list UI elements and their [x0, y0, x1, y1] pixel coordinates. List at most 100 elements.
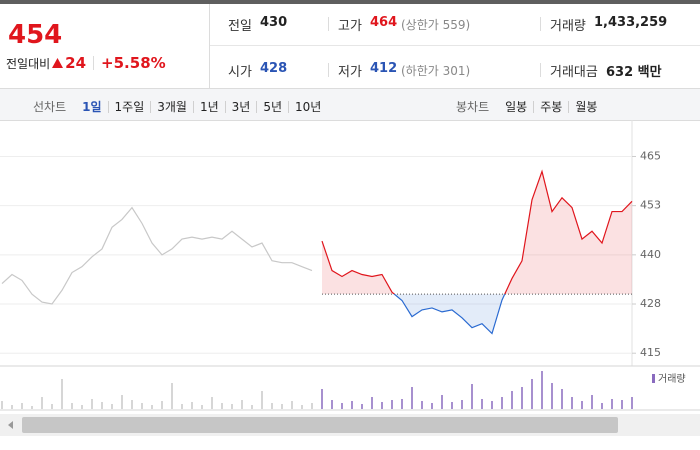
change-label: 전일대비: [6, 56, 51, 71]
period-tab[interactable]: 10년: [288, 100, 327, 113]
volume-bar: [261, 391, 263, 409]
tab-group-label: 봉차트: [456, 100, 490, 114]
period-tab[interactable]: 5년: [256, 100, 288, 113]
legend: 거래량: [652, 373, 686, 385]
line-down: [393, 294, 506, 335]
separator: [540, 17, 541, 31]
volume-bar: [341, 403, 343, 409]
y-tick-label: 453: [640, 199, 661, 212]
scrollbar-thumb[interactable]: [22, 417, 618, 433]
volume-bar: [601, 403, 603, 409]
volume-bar: [241, 400, 243, 409]
volume-bar: [101, 402, 103, 409]
info-label: 고가: [338, 19, 362, 34]
volume-bar: [521, 387, 523, 409]
y-tick-label: 415: [640, 346, 661, 359]
y-tick-label: 428: [640, 297, 661, 310]
volume-bar: [361, 404, 363, 409]
volume-bar: [251, 405, 253, 409]
volume-bar: [231, 404, 233, 409]
volume-bar: [591, 395, 593, 409]
price-chart: 415 428 440 453 465 거래량: [0, 120, 700, 436]
volume-bar: [1, 401, 3, 409]
volume-bar: [191, 402, 193, 409]
period-tab[interactable]: 1년: [192, 100, 225, 113]
volume-bar: [181, 404, 183, 409]
volume-bar: [631, 397, 633, 409]
line-chart-tabs: 선차트 1일 1주일 3개월 1년 3년 5년 10년: [33, 98, 327, 115]
change-rate: +5.58%: [101, 54, 166, 72]
period-tab[interactable]: 3년: [224, 100, 257, 113]
volume-bar: [221, 403, 223, 409]
volume-bar: [351, 401, 353, 409]
volume-bar: [331, 400, 333, 409]
volume-bar: [491, 401, 493, 409]
info-box: 전일 430 고가 464 (상한가 559) 거래량 1,433,259 시가 428 저가 41…: [210, 4, 700, 88]
candle-tab[interactable]: 월봉: [568, 100, 603, 113]
volume-bar: [111, 404, 113, 409]
volume-bar: [581, 401, 583, 409]
period-tab[interactable]: 1주일: [107, 100, 151, 113]
volume-bar: [401, 399, 403, 409]
volume-bar: [141, 403, 143, 409]
info-label: 거래량: [550, 19, 586, 34]
separator: [328, 63, 329, 77]
volume-bar: [71, 403, 73, 409]
volume-bar: [531, 379, 533, 409]
info-note: (상한가 559): [401, 18, 471, 32]
volume-bar: [431, 403, 433, 409]
volume-bar: [621, 400, 623, 409]
volume-bar: [61, 379, 63, 409]
volume-bar: [81, 405, 83, 409]
volume-bar: [381, 402, 383, 409]
period-tab[interactable]: 1일: [82, 99, 102, 114]
volume-bar: [301, 405, 303, 409]
info-label: 저가: [338, 65, 362, 80]
volume-bar: [91, 399, 93, 409]
area-up: [322, 171, 632, 295]
volume-bar: [481, 399, 483, 409]
info-value: 1,433,259: [594, 15, 668, 30]
info-value: 412: [370, 61, 398, 76]
volume-bar: [561, 389, 563, 409]
volume-bar: [571, 397, 573, 409]
volume-bar: [41, 397, 43, 409]
top-bar: [0, 0, 700, 4]
separator: [540, 63, 541, 77]
volume-bar: [311, 403, 313, 409]
change-value: 24: [65, 54, 87, 72]
current-price: 454: [8, 20, 63, 50]
volume-bar: [321, 389, 323, 409]
candle-tab[interactable]: 일봉: [505, 99, 528, 114]
volume-bar: [281, 404, 283, 409]
quote-box: 454 전일대비 24 +5.58%: [0, 4, 210, 88]
volume-bar: [51, 404, 53, 409]
line-up: [321, 169, 633, 295]
volume-bar: [551, 383, 553, 409]
volume-bar: [371, 397, 373, 409]
volume-bar: [411, 387, 413, 409]
info-value: 464: [370, 15, 398, 30]
separator: [93, 56, 95, 70]
separator: [328, 17, 329, 31]
volume-bar: [441, 395, 443, 409]
tab-group-label: 선차트: [33, 100, 67, 114]
change-row: 전일대비 24 +5.58%: [6, 54, 166, 72]
scroll-left-arrow[interactable]: [8, 421, 13, 429]
volume-bar: [511, 391, 513, 409]
period-tab[interactable]: 3개월: [150, 100, 193, 113]
up-arrow-icon: [52, 58, 64, 68]
volume-bar: [131, 400, 133, 409]
volume-bar: [271, 403, 273, 409]
volume-bar: [291, 401, 293, 409]
volume-bar: [161, 401, 163, 409]
tab-bar: 선차트 1일 1주일 3개월 1년 3년 5년 10년 봉차트 일봉 주봉 월봉: [0, 88, 700, 121]
info-value: 430: [260, 15, 288, 30]
info-value: 632 백만: [606, 65, 662, 80]
area-down: [394, 294, 505, 334]
volume-bar: [31, 406, 33, 409]
prev-day-line: [1, 206, 313, 305]
candle-tab[interactable]: 주봉: [533, 100, 568, 113]
volume-bar: [151, 405, 153, 409]
